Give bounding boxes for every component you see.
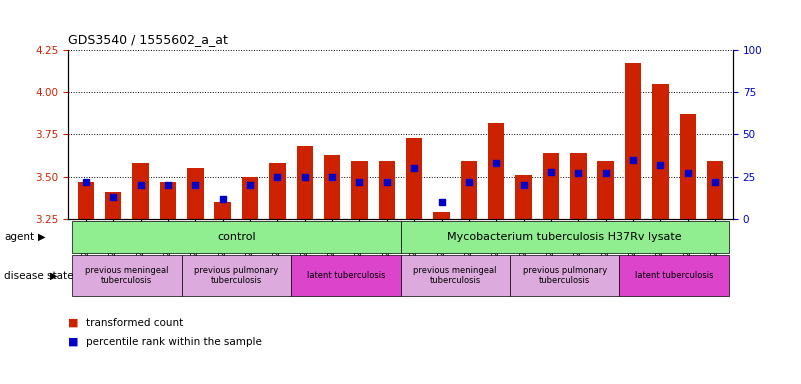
Bar [296,146,313,219]
Bar [406,138,422,219]
Bar [159,182,176,219]
Point [599,170,612,176]
Point [435,199,448,205]
Point [380,179,393,185]
Text: GDS3540 / 1555602_a_at: GDS3540 / 1555602_a_at [68,33,228,46]
Bar [324,155,340,219]
Point [709,179,722,185]
Bar [652,84,669,219]
Bar [488,122,505,219]
Bar [598,161,614,219]
Point [490,160,503,166]
Text: agent: agent [4,232,34,242]
Bar [242,177,258,219]
Text: Mycobacterium tuberculosis H37Rv lysate: Mycobacterium tuberculosis H37Rv lysate [447,232,682,242]
Bar [352,161,368,219]
Bar [515,175,532,219]
Point [326,174,339,180]
Point [107,194,119,200]
Bar [215,202,231,219]
Bar [543,153,559,219]
Text: previous meningeal
tuberculosis: previous meningeal tuberculosis [413,266,497,285]
Point [545,169,557,175]
Point [135,182,147,188]
Point [626,157,639,163]
Text: ▶: ▶ [38,232,45,242]
Point [79,179,92,185]
Point [189,182,202,188]
Bar [433,212,449,219]
Point [462,179,475,185]
Text: latent tuberculosis: latent tuberculosis [307,271,385,280]
Bar [187,168,203,219]
Bar [679,114,696,219]
Point [162,182,175,188]
Bar [132,163,149,219]
Point [408,165,421,171]
Bar [461,161,477,219]
Point [271,174,284,180]
Text: ▶: ▶ [50,270,58,281]
Point [572,170,585,176]
Bar [570,153,586,219]
Point [298,174,311,180]
Bar [707,161,723,219]
Text: previous meningeal
tuberculosis: previous meningeal tuberculosis [85,266,169,285]
Text: ■: ■ [68,337,78,347]
Text: transformed count: transformed count [86,318,183,328]
Point [654,162,666,168]
Bar [625,63,642,219]
Bar [379,161,395,219]
Bar [78,182,94,219]
Text: latent tuberculosis: latent tuberculosis [635,271,714,280]
Bar [269,163,286,219]
Point [682,170,694,176]
Text: ■: ■ [68,318,78,328]
Text: control: control [217,232,256,242]
Text: percentile rank within the sample: percentile rank within the sample [86,337,262,347]
Text: disease state: disease state [4,270,74,281]
Point [353,179,366,185]
Text: previous pulmonary
tuberculosis: previous pulmonary tuberculosis [194,266,279,285]
Point [216,195,229,202]
Point [517,182,530,188]
Bar [105,192,122,219]
Text: previous pulmonary
tuberculosis: previous pulmonary tuberculosis [522,266,607,285]
Point [244,182,256,188]
